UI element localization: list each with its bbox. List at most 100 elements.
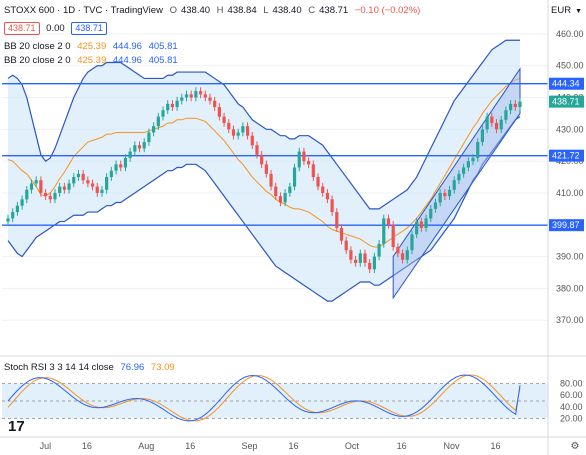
time-tick-label: 16 [491, 441, 501, 451]
candle-body [400, 253, 405, 260]
level-price-tag [549, 149, 584, 162]
candle-body [260, 154, 264, 165]
candle-body [161, 110, 165, 117]
candle-body [72, 177, 76, 184]
candle-body [62, 186, 66, 190]
candle-body [11, 212, 15, 219]
candle-body [447, 189, 452, 197]
candle-body [490, 116, 494, 123]
candle-body [405, 250, 409, 260]
time-tick-label: Sep [242, 441, 258, 451]
candle-body [410, 234, 414, 251]
candle-body [452, 180, 456, 190]
candle-body [100, 189, 104, 193]
candle-body [147, 132, 151, 143]
candle-body [288, 186, 292, 193]
gear-icon[interactable]: ⚙ [570, 441, 580, 452]
candle-body [358, 253, 362, 263]
price-tick-label: 450.00 [556, 61, 584, 71]
candle-body [485, 116, 489, 130]
candle-body [255, 145, 259, 155]
candle-body [396, 247, 400, 254]
candle-body [203, 94, 207, 98]
bb-legend-2[interactable]: BB 20 close 2 0 425.39 444.96 405.81 [4, 55, 178, 66]
time-tick-label: 16 [185, 441, 195, 451]
candle-body [29, 183, 34, 190]
current-price-tag [549, 95, 584, 108]
price-tick-label: 390.00 [556, 252, 584, 262]
price-tick-label: 410.00 [556, 188, 584, 198]
tradingview-logo: 17 [8, 418, 25, 435]
candle-body [166, 103, 170, 111]
candle-body [119, 164, 123, 168]
candle-body [133, 145, 137, 152]
candle-body [152, 126, 156, 133]
symbol-title[interactable]: STOXX 600 · 1D · TVC · TradingView [4, 5, 163, 16]
candle-body [231, 129, 236, 136]
stoch-rsi-d-line [7, 374, 521, 422]
buy-price-box[interactable]: 438.71 [71, 22, 107, 35]
candle-body [391, 224, 395, 248]
candle-body [339, 227, 344, 241]
candle-body [241, 126, 245, 133]
candle-body [67, 183, 71, 190]
candle-body [382, 218, 386, 244]
candle-body [316, 177, 320, 187]
candle-body [513, 103, 517, 108]
stoch-rsi-legend[interactable]: Stoch RSI 3 3 14 14 close 76.96 73.09 [4, 362, 175, 373]
candle-body [466, 161, 470, 168]
ohlc-low: 438.40 [272, 5, 302, 16]
candle-body [363, 253, 367, 263]
ohlc-change: −0.10 (−0.02%) [354, 5, 421, 16]
candle-body [330, 199, 334, 213]
candle-body [142, 142, 146, 149]
price-boxes: 438.71 0.00 438.71 [4, 22, 111, 36]
candle-body [105, 177, 109, 190]
candle-body [283, 192, 287, 203]
candle-body [311, 164, 315, 178]
candle-body [43, 192, 48, 197]
spread-value: 0.00 [46, 23, 65, 34]
ohlc-close: 438.71 [319, 5, 349, 16]
candle-body [6, 218, 10, 222]
time-tick-label: 16 [397, 441, 407, 451]
bb-legend-1[interactable]: BB 20 close 2 0 425.39 444.96 405.81 [4, 41, 178, 52]
candle-body [419, 221, 423, 228]
candle-body [128, 151, 132, 158]
ohlc-open: 438.40 [180, 5, 211, 16]
candle-body [184, 94, 189, 98]
candle-body [424, 218, 428, 228]
bollinger-band-fill [8, 40, 520, 302]
symbol-legend: STOXX 600 · 1D · TVC · TradingView O 438.… [4, 5, 421, 16]
sell-price-box[interactable]: 438.71 [4, 22, 40, 35]
candle-body [222, 116, 226, 123]
candle-body [462, 167, 466, 174]
candle-body [518, 101, 522, 108]
candle-body [297, 151, 301, 168]
candle-body [15, 205, 19, 213]
level-price-tag [549, 77, 584, 90]
time-tick-label: 16 [82, 441, 92, 451]
bb-upper-line [7, 39, 520, 210]
currency-label[interactable]: EUR ▼ [551, 5, 582, 16]
price-tick-label: 460.00 [556, 29, 584, 39]
candle-body [344, 240, 348, 251]
candle-body [372, 256, 376, 270]
candle-body [189, 94, 193, 98]
ohlc-high: 438.84 [227, 5, 257, 16]
candle-body [443, 192, 447, 197]
candle-body [377, 243, 381, 257]
rsi-tick-label: 80.00 [560, 379, 583, 389]
level-price-tag [549, 219, 584, 232]
candle-body [274, 186, 278, 197]
candle-body [236, 132, 240, 136]
time-tick-label: Jul [40, 441, 52, 451]
candle-body [494, 122, 499, 130]
level-price-tag-label: 444.34 [552, 79, 580, 89]
candle-body [20, 199, 24, 206]
candle-body [95, 186, 99, 193]
candle-body [198, 91, 203, 95]
candle-body [227, 122, 231, 130]
